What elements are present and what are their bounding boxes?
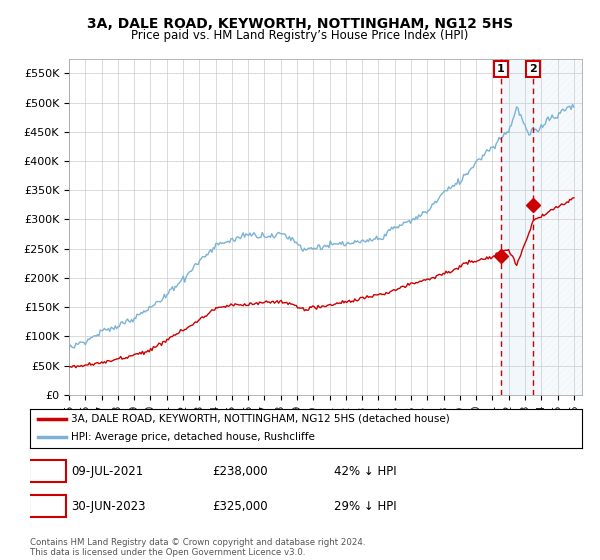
Text: Price paid vs. HM Land Registry’s House Price Index (HPI): Price paid vs. HM Land Registry’s House … bbox=[131, 29, 469, 42]
Text: 30-JUN-2023: 30-JUN-2023 bbox=[71, 500, 146, 512]
Text: 1: 1 bbox=[43, 465, 52, 478]
Text: £325,000: £325,000 bbox=[212, 500, 268, 512]
Text: Contains HM Land Registry data © Crown copyright and database right 2024.
This d: Contains HM Land Registry data © Crown c… bbox=[30, 538, 365, 557]
Text: 42% ↓ HPI: 42% ↓ HPI bbox=[334, 465, 396, 478]
Text: 3A, DALE ROAD, KEYWORTH, NOTTINGHAM, NG12 5HS: 3A, DALE ROAD, KEYWORTH, NOTTINGHAM, NG1… bbox=[87, 17, 513, 31]
Text: HPI: Average price, detached house, Rushcliffe: HPI: Average price, detached house, Rush… bbox=[71, 432, 315, 442]
Text: 09-JUL-2021: 09-JUL-2021 bbox=[71, 465, 143, 478]
Text: 1: 1 bbox=[497, 64, 505, 74]
Text: 2: 2 bbox=[43, 500, 52, 512]
FancyBboxPatch shape bbox=[29, 495, 67, 517]
Text: 29% ↓ HPI: 29% ↓ HPI bbox=[334, 500, 396, 512]
FancyBboxPatch shape bbox=[29, 460, 67, 482]
Text: 2: 2 bbox=[529, 64, 537, 74]
Bar bbox=[501, 59, 533, 395]
Text: £238,000: £238,000 bbox=[212, 465, 268, 478]
Bar bbox=[533, 59, 582, 395]
Text: 3A, DALE ROAD, KEYWORTH, NOTTINGHAM, NG12 5HS (detached house): 3A, DALE ROAD, KEYWORTH, NOTTINGHAM, NG1… bbox=[71, 414, 450, 423]
